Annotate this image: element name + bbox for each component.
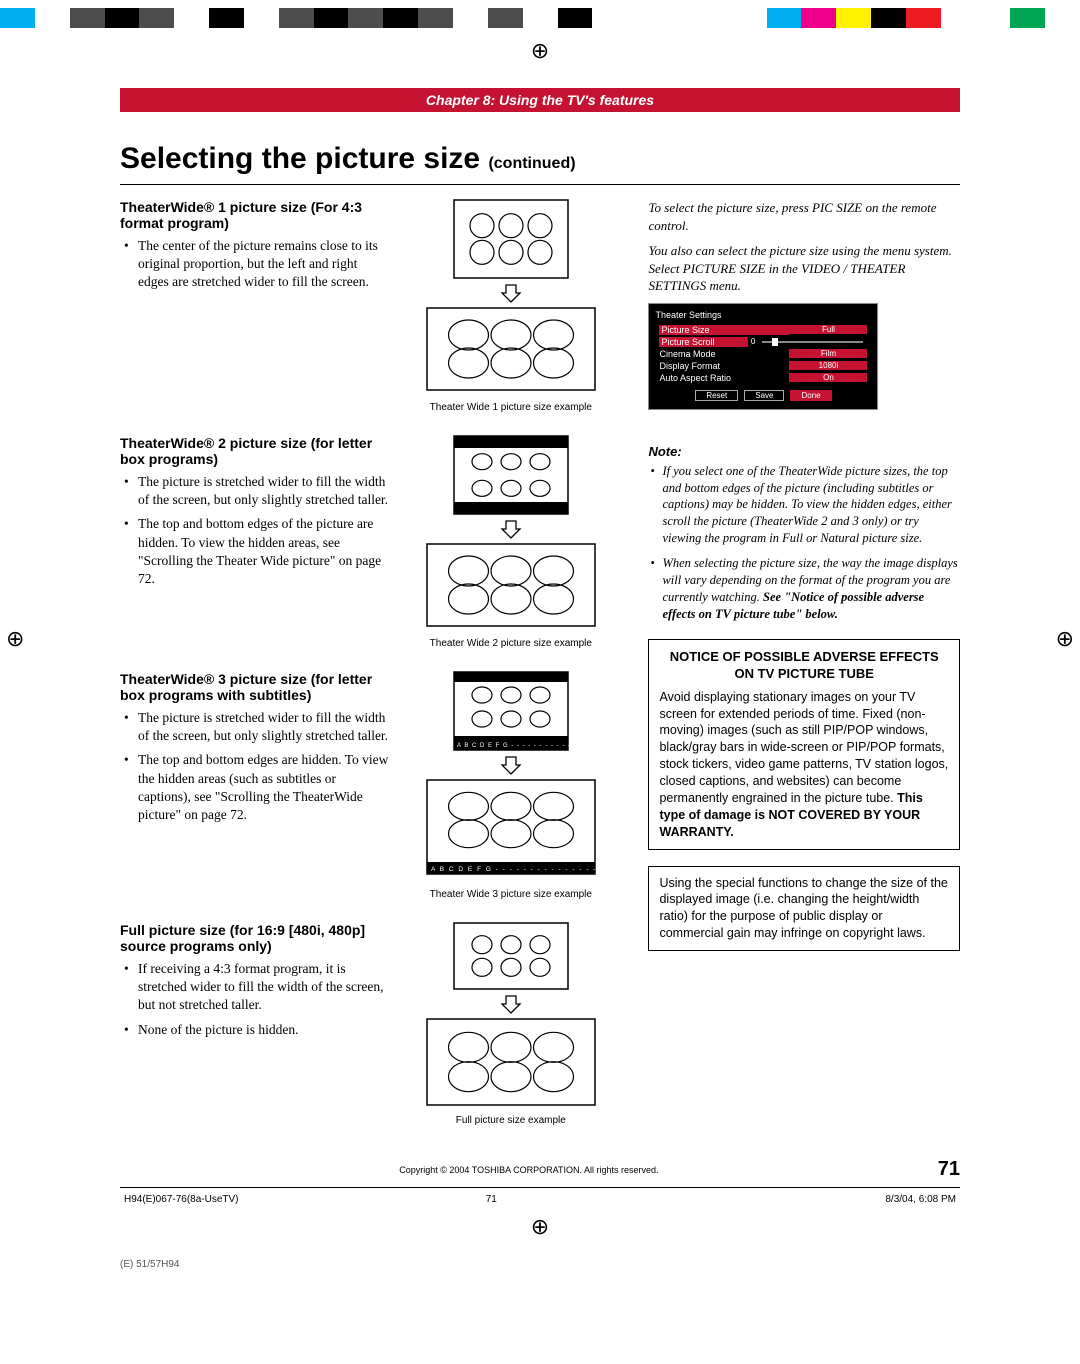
menu-button-done: Done (790, 390, 831, 401)
figure: A B C D E F G - - - - - - - - - - - A B C… (403, 671, 618, 900)
figure: Theater Wide 1 picture size example (403, 199, 618, 413)
figure: Full picture size example (403, 922, 618, 1126)
copyright-notice-box: Using the special functions to change th… (648, 866, 960, 952)
copyright-line: Copyright © 2004 TOSHIBA CORPORATION. Al… (120, 1165, 938, 1175)
figure-caption: Theater Wide 3 picture size example (403, 889, 618, 900)
menu-title: Theater Settings (655, 308, 871, 324)
note-item: When selecting the picture size, the way… (662, 555, 960, 623)
menu-value: Full (789, 325, 867, 334)
meta-date: 8/3/04, 6:08 PM (594, 1194, 956, 1205)
note-block: Note: If you select one of the TheaterWi… (648, 444, 960, 623)
intro-line-2: You also can select the picture size usi… (648, 242, 960, 295)
menu-label: Cinema Mode (659, 349, 789, 359)
theater-settings-menu: Theater Settings Picture SizeFullPicture… (648, 303, 878, 410)
bullet: The top and bottom edges are hidden. To … (138, 751, 389, 824)
print-metadata: H94(E)067-76(8a-UseTV) 71 8/3/04, 6:08 P… (120, 1194, 960, 1209)
figure-caption: Theater Wide 2 picture size example (403, 638, 618, 649)
menu-label: Display Format (659, 361, 789, 371)
registration-mark-top: ⊕ (531, 38, 549, 64)
menu-button-reset: Reset (695, 390, 738, 401)
note-heading: Note: (648, 444, 960, 459)
registration-mark-right: ⊕ (1056, 626, 1074, 652)
bullet: If receiving a 4:3 format program, it is… (138, 960, 389, 1015)
menu-row: Picture Scroll0 (655, 336, 871, 348)
notice-title: NOTICE OF POSSIBLE ADVERSE EFFECTS ON TV… (659, 648, 949, 683)
figure-caption: Theater Wide 1 picture size example (403, 402, 618, 413)
bullet: The picture is stretched wider to fill t… (138, 473, 389, 509)
menu-value: 1080i (789, 361, 867, 370)
menu-button-save: Save (744, 390, 784, 401)
tw3-diagram: A B C D E F G - - - - - - - - - - - A B C… (426, 671, 596, 886)
menu-value: On (789, 373, 867, 382)
page-number: 71 (938, 1158, 960, 1181)
section-heading: TheaterWide® 3 picture size (for letter … (120, 671, 389, 703)
full-diagram (426, 922, 596, 1112)
bullet: The center of the picture remains close … (138, 237, 389, 292)
section-heading: TheaterWide® 1 picture size (For 4:3 for… (120, 199, 389, 231)
bullet: The picture is stretched wider to fill t… (138, 709, 389, 745)
menu-row: Picture SizeFull (655, 324, 871, 336)
title-main: Selecting the picture size (120, 142, 480, 175)
section-tw1: TheaterWide® 1 picture size (For 4:3 for… (120, 199, 618, 413)
menu-value: Film (789, 349, 867, 358)
right-column: To select the picture size, press PIC SI… (648, 199, 960, 1148)
svg-text:A B C D E F G - - - - - - - -: A B C D E F G - - - - - - - - - - - (457, 743, 571, 749)
page-footer: Copyright © 2004 TOSHIBA CORPORATION. Al… (120, 1158, 960, 1181)
menu-row: Cinema ModeFilm (655, 348, 871, 360)
section-heading: TheaterWide® 2 picture size (for letter … (120, 435, 389, 467)
title-rule (120, 184, 960, 185)
tw1-diagram (426, 199, 596, 399)
section-full: Full picture size (for 16:9 [480i, 480p]… (120, 922, 618, 1126)
figure: Theater Wide 2 picture size example (403, 435, 618, 649)
registration-mark-left: ⊕ (6, 626, 24, 652)
section-tw2: TheaterWide® 2 picture size (for letter … (120, 435, 618, 649)
title-continued: (continued) (488, 155, 575, 172)
notice-body: Avoid displaying stationary images on yo… (659, 690, 948, 805)
menu-slider (762, 341, 863, 343)
footer-filename: (E) 51/57H94 (0, 1259, 1080, 1270)
section-tw3: TheaterWide® 3 picture size (for letter … (120, 671, 618, 900)
bullet: None of the picture is hidden. (138, 1021, 389, 1039)
bullet: The top and bottom edges of the picture … (138, 515, 389, 588)
left-column: TheaterWide® 1 picture size (For 4:3 for… (120, 199, 618, 1148)
page-title: Selecting the picture size (continued) (120, 142, 960, 176)
meta-page: 71 (486, 1194, 595, 1205)
intro-line-1: To select the picture size, press PIC SI… (648, 199, 960, 234)
menu-label: Auto Aspect Ratio (659, 373, 789, 383)
chapter-header: Chapter 8: Using the TV's features (120, 88, 960, 112)
svg-text:A B C D E F G - - - - - - - -: A B C D E F G - - - - - - - - - - - - - … (431, 866, 596, 873)
figure-caption: Full picture size example (403, 1115, 618, 1126)
menu-label: Picture Scroll (659, 337, 747, 347)
menu-row: Display Format1080i (655, 360, 871, 372)
section-heading: Full picture size (for 16:9 [480i, 480p]… (120, 922, 389, 954)
tw2-diagram (426, 435, 596, 635)
meta-file: H94(E)067-76(8a-UseTV) (124, 1194, 486, 1205)
footer-rule (120, 1187, 960, 1188)
print-color-bar (0, 8, 1080, 28)
registration-mark-bottom: ⊕ (531, 1214, 549, 1240)
adverse-effects-notice: NOTICE OF POSSIBLE ADVERSE EFFECTS ON TV… (648, 639, 960, 850)
menu-row: Auto Aspect RatioOn (655, 372, 871, 384)
menu-label: Picture Size (659, 325, 789, 335)
note-item: If you select one of the TheaterWide pic… (662, 463, 960, 547)
